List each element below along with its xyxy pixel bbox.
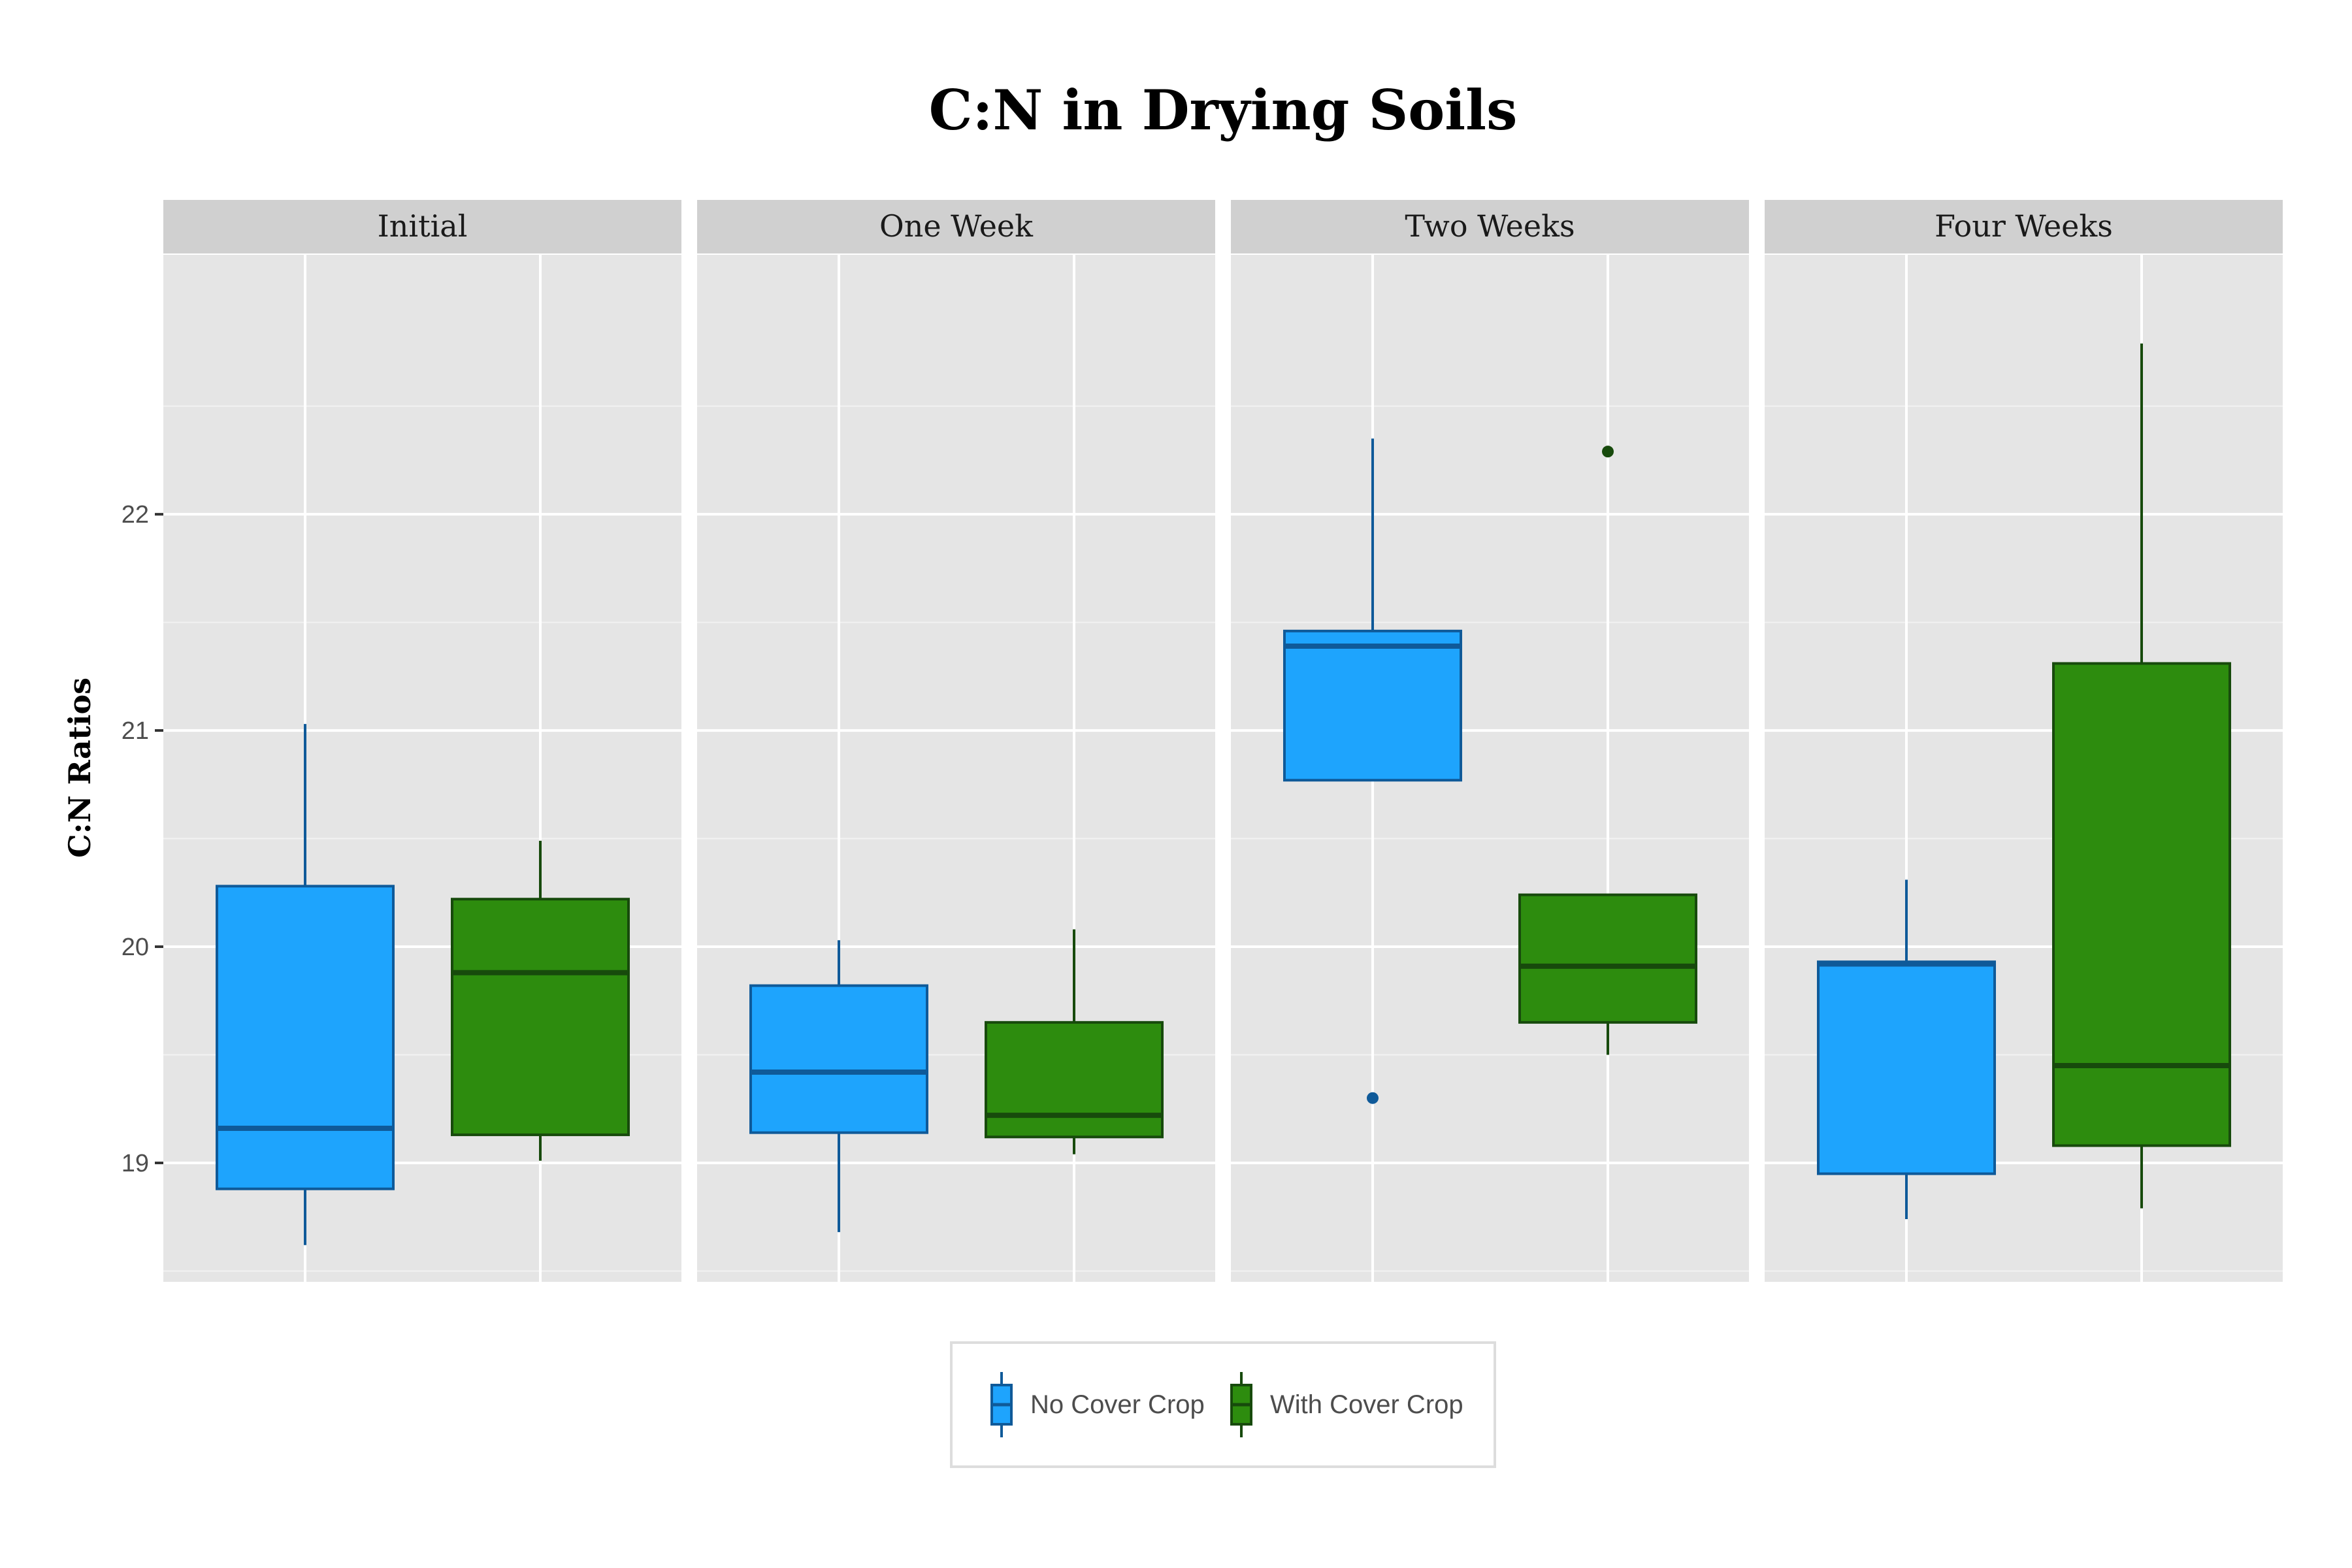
box-body — [1518, 893, 1697, 1024]
y-axis: 19 20 21 22 — [122, 501, 163, 1177]
legend-label: With Cover Crop — [1270, 1390, 1463, 1419]
facet-label: Two Weeks — [1405, 208, 1575, 244]
box-no-cover-crop-two-weeks — [1283, 438, 1462, 1104]
facet-label: Four Weeks — [1935, 208, 2113, 244]
box-with-cover-crop-one-week — [985, 929, 1164, 1154]
chart-title: C:N in Drying Soils — [929, 78, 1518, 142]
facet-strip — [1765, 200, 2283, 253]
box-body — [451, 898, 630, 1136]
box-body — [749, 984, 928, 1134]
y-tick-label: 21 — [122, 717, 149, 745]
legend-box — [950, 1341, 1496, 1468]
facet-one-week: One Week — [697, 200, 1215, 1282]
facet-four-weeks: Four Weeks — [1765, 200, 2283, 1282]
box-body — [985, 1021, 1164, 1139]
legend-item-with-cover-crop: With Cover Crop — [1230, 1372, 1463, 1437]
box-with-cover-crop-four-weeks — [2052, 343, 2231, 1209]
legend-key — [990, 1372, 1013, 1437]
facet-strip — [697, 200, 1215, 253]
box-no-cover-crop-four-weeks — [1817, 879, 1996, 1220]
y-axis-label: C:N Ratios — [62, 678, 97, 858]
outlier-point — [1602, 446, 1614, 458]
box-with-cover-crop-two-weeks — [1518, 446, 1697, 1055]
box-no-cover-crop-initial — [216, 724, 395, 1245]
facet-label: One Week — [879, 208, 1034, 244]
facet-label: Initial — [378, 208, 468, 244]
facet-strip — [163, 200, 681, 253]
box-body — [1283, 629, 1462, 782]
legend-label: No Cover Crop — [1030, 1390, 1205, 1419]
y-tick-label: 19 — [122, 1150, 149, 1177]
box-no-cover-crop-one-week — [749, 940, 928, 1232]
facet-initial: Initial — [163, 200, 681, 1282]
facet-strip — [1231, 200, 1749, 253]
box-body — [1817, 960, 1996, 1175]
y-tick-label: 20 — [122, 934, 149, 961]
facets-layer: Initial One Week Two Weeks Four Weeks — [163, 200, 2283, 1282]
box-body — [216, 885, 395, 1190]
legend-key — [1230, 1372, 1252, 1437]
box-with-cover-crop-initial — [451, 840, 630, 1161]
legend-item-no-cover-crop: No Cover Crop — [990, 1372, 1205, 1437]
facet-two-weeks: Two Weeks — [1231, 200, 1749, 1282]
box-body — [2052, 662, 2231, 1147]
outlier-point — [1367, 1092, 1379, 1104]
y-tick-label: 22 — [122, 501, 149, 529]
legend: No Cover Crop With Cover Crop — [950, 1341, 1496, 1468]
